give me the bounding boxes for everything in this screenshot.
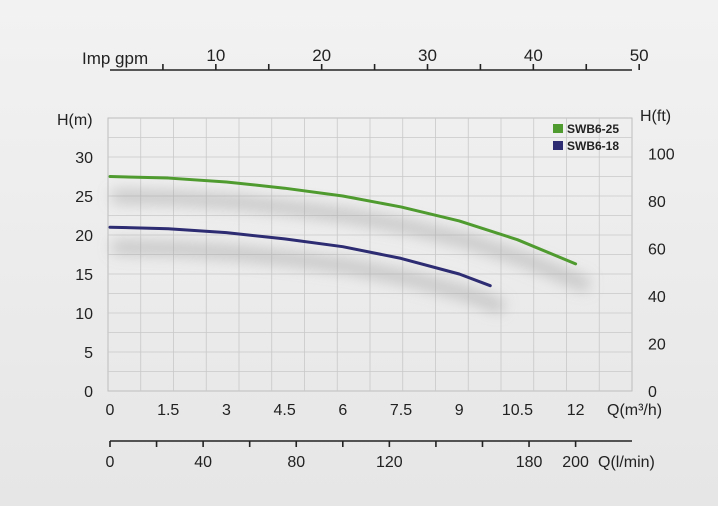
top-tick-label: 40 bbox=[524, 46, 543, 65]
series-shadow bbox=[111, 240, 506, 313]
top-tick-label: 30 bbox=[418, 46, 437, 65]
top-axis-title: Imp gpm bbox=[82, 49, 148, 68]
x-tick-label: 3 bbox=[222, 402, 231, 419]
bottom-axis-title: Q(l/min) bbox=[598, 454, 655, 471]
bottom-tick-label: 0 bbox=[106, 454, 115, 471]
y2-tick-label: 40 bbox=[648, 289, 666, 306]
y-tick-label: 30 bbox=[75, 150, 93, 167]
legend-swatch bbox=[553, 124, 563, 133]
x-tick-label: 10.5 bbox=[502, 402, 533, 419]
y2-tick-label: 60 bbox=[648, 241, 666, 258]
y-tick-label: 15 bbox=[75, 267, 93, 284]
series-line-swb6-18 bbox=[108, 225, 492, 288]
y2-axis-title: H(ft) bbox=[640, 108, 671, 125]
series-shadow bbox=[111, 189, 591, 291]
top-tick-label: 10 bbox=[206, 46, 225, 65]
y2-tick-label: 100 bbox=[648, 146, 675, 163]
y-axis-title: H(m) bbox=[57, 112, 93, 129]
x-tick-label: 4.5 bbox=[273, 402, 295, 419]
curve-shadows bbox=[111, 189, 591, 313]
series-line-swb6-25 bbox=[108, 175, 578, 266]
legend-swatch bbox=[553, 141, 563, 150]
y-tick-label: 5 bbox=[84, 345, 93, 362]
x-tick-label: 12 bbox=[567, 402, 585, 419]
bottom-tick-label: 40 bbox=[194, 454, 212, 471]
legend-label: SWB6-25 bbox=[567, 122, 619, 136]
grid bbox=[107, 117, 633, 392]
bottom-tick-label: 120 bbox=[376, 454, 403, 471]
legend-label: SWB6-18 bbox=[567, 139, 619, 153]
y-tick-label: 0 bbox=[84, 384, 93, 401]
series-layer bbox=[108, 175, 578, 288]
x-tick-label: 0 bbox=[106, 402, 115, 419]
y-tick-label: 25 bbox=[75, 189, 93, 206]
bottom-tick-label: 200 bbox=[562, 454, 589, 471]
x-tick-label: 1.5 bbox=[157, 402, 179, 419]
x-axis-title: Q(m³/h) bbox=[607, 402, 662, 419]
y-tick-label: 10 bbox=[75, 306, 93, 323]
bottom-tick-label: 80 bbox=[287, 454, 305, 471]
y2-tick-label: 20 bbox=[648, 336, 666, 353]
bottom-tick-label: 180 bbox=[516, 454, 543, 471]
y2-tick-label: 80 bbox=[648, 194, 666, 211]
top-tick-label: 20 bbox=[312, 46, 331, 65]
x-tick-label: 9 bbox=[455, 402, 464, 419]
y2-tick-label: 0 bbox=[648, 384, 657, 401]
top-tick-label: 50 bbox=[630, 46, 649, 65]
x-tick-label: 6 bbox=[338, 402, 347, 419]
legend: SWB6-25 SWB6-18 bbox=[553, 122, 619, 153]
y-tick-label: 20 bbox=[75, 228, 93, 245]
x-tick-label: 7.5 bbox=[390, 402, 412, 419]
